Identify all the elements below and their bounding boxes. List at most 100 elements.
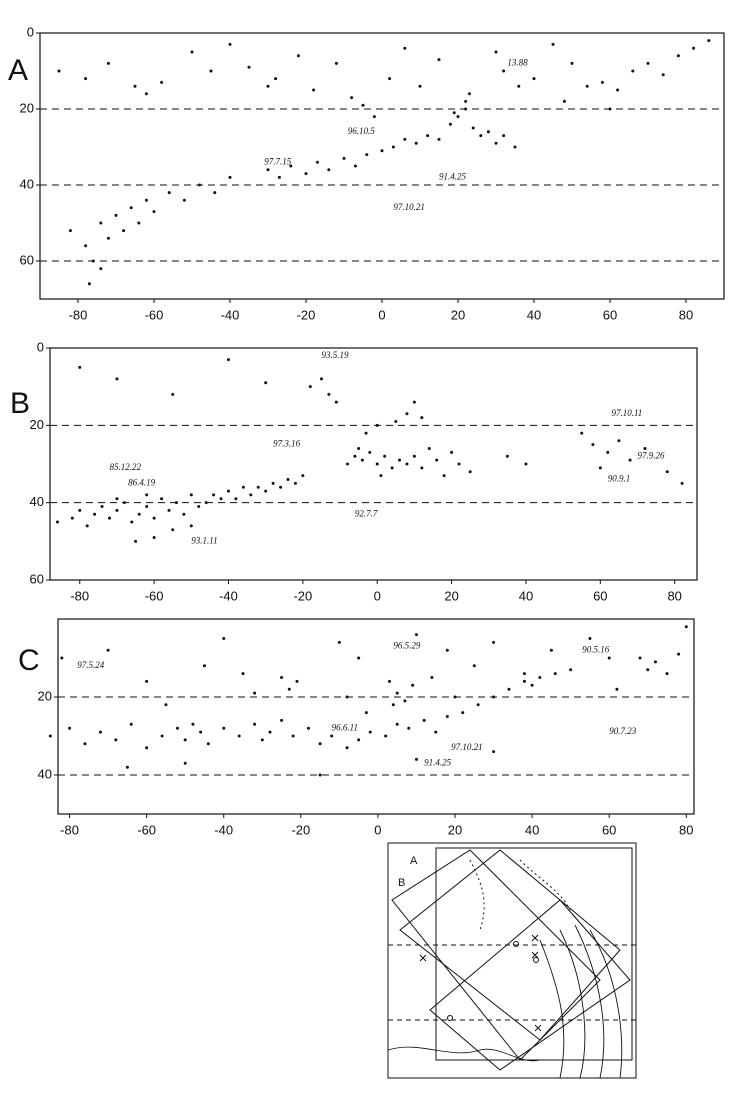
x-tick-label: 80 xyxy=(679,822,693,837)
hypocenter xyxy=(570,61,574,65)
x-tick-label: 80 xyxy=(679,307,693,322)
hypocenter xyxy=(237,734,241,738)
hypocenter xyxy=(522,672,526,676)
x-tick-label: 20 xyxy=(451,307,465,322)
hypocenter xyxy=(479,134,483,138)
hypocenter xyxy=(337,640,341,644)
hypocenter xyxy=(420,466,424,470)
hypocenter xyxy=(160,497,164,501)
map-inset xyxy=(387,842,637,1079)
x-tick-label: 40 xyxy=(527,307,541,322)
hypocenter xyxy=(588,637,592,640)
hypocenter xyxy=(364,431,368,435)
hypocenter xyxy=(403,699,407,703)
hypocenter xyxy=(183,761,187,765)
hypocenter xyxy=(456,115,460,119)
plot-frame xyxy=(57,618,695,815)
hypocenter xyxy=(538,676,542,679)
hypocenter xyxy=(426,134,430,138)
hypocenter xyxy=(353,164,357,168)
hypocenter xyxy=(471,126,475,130)
hypocenter xyxy=(152,535,156,539)
annotation: 96.10.5 xyxy=(348,126,376,136)
hypocenter xyxy=(405,462,409,466)
hypocenter xyxy=(411,683,415,687)
y-tick-label: 60 xyxy=(20,252,34,267)
hypocenter xyxy=(638,656,642,660)
hypocenter xyxy=(160,734,164,738)
hypocenter xyxy=(308,385,312,389)
hypocenter xyxy=(253,722,257,726)
hypocenter xyxy=(145,505,149,509)
y-tick-label: 40 xyxy=(20,176,34,191)
hypocenter xyxy=(562,99,566,103)
hypocenter xyxy=(492,695,496,699)
hypocenter xyxy=(145,493,149,497)
hypocenter xyxy=(277,175,281,179)
hypocenter xyxy=(249,493,253,497)
hypocenter xyxy=(202,664,206,668)
hypocenter xyxy=(98,730,102,734)
y-tick-label: 60 xyxy=(30,571,44,586)
annotation: 90.5.16 xyxy=(582,644,610,654)
hypocenter xyxy=(212,493,216,497)
x-tick-label: -80 xyxy=(60,822,79,837)
hypocenter xyxy=(412,454,416,458)
hypocenter xyxy=(368,450,372,454)
hypocenter xyxy=(106,236,110,240)
annotation: 90.9.1 xyxy=(608,474,631,484)
map-label: A xyxy=(410,855,418,867)
x-tick-label: 20 xyxy=(448,822,462,837)
hypocenter xyxy=(677,652,681,656)
hypocenter xyxy=(87,282,91,286)
hypocenter xyxy=(437,137,441,141)
hypocenter xyxy=(403,137,407,141)
hypocenter xyxy=(676,54,680,58)
hypocenter xyxy=(145,679,149,683)
hypocenter xyxy=(271,481,275,485)
hypocenter xyxy=(461,711,465,715)
hypocenter xyxy=(357,447,361,451)
hypocenter xyxy=(661,73,665,77)
hypocenter xyxy=(241,672,245,676)
hypocenter xyxy=(445,715,449,718)
hypocenter xyxy=(134,539,138,543)
hypocenter xyxy=(615,687,619,691)
hypocenter xyxy=(407,726,411,730)
hypocenter xyxy=(445,648,449,652)
hypocenter xyxy=(189,493,193,497)
hypocenter xyxy=(502,69,506,73)
x-tick-label: 20 xyxy=(444,588,458,603)
x-tick-label: -80 xyxy=(69,307,88,322)
hypocenter xyxy=(133,84,137,88)
hypocenter xyxy=(160,80,164,84)
hypocenter xyxy=(494,141,498,145)
hypocenter xyxy=(99,267,103,271)
hypocenter xyxy=(171,528,175,532)
hypocenter xyxy=(530,683,534,687)
annotation: 85.12.22 xyxy=(109,462,141,472)
hypocenter xyxy=(357,738,361,742)
hypocenter xyxy=(175,726,179,730)
hypocenter xyxy=(164,703,168,707)
hypocenter xyxy=(472,664,476,668)
x-tick-label: -60 xyxy=(145,307,164,322)
y-tick-label: 0 xyxy=(27,24,34,39)
hypocenter xyxy=(122,501,126,505)
hypocenter xyxy=(365,153,369,157)
hypocenter xyxy=(383,454,387,458)
hypocenter xyxy=(464,107,468,111)
hypocenter xyxy=(412,400,416,404)
hypocenter xyxy=(505,454,509,458)
hypocenter xyxy=(93,512,97,516)
annotation: 96.6.11 xyxy=(332,722,358,732)
hypocenter xyxy=(85,524,89,528)
hypocenter xyxy=(353,454,357,458)
hypocenter xyxy=(388,77,392,81)
hypocenter xyxy=(468,470,472,474)
hypocenter xyxy=(114,738,118,742)
hypocenter xyxy=(304,172,308,176)
hypocenter xyxy=(198,183,202,187)
hypocenter xyxy=(264,381,268,385)
